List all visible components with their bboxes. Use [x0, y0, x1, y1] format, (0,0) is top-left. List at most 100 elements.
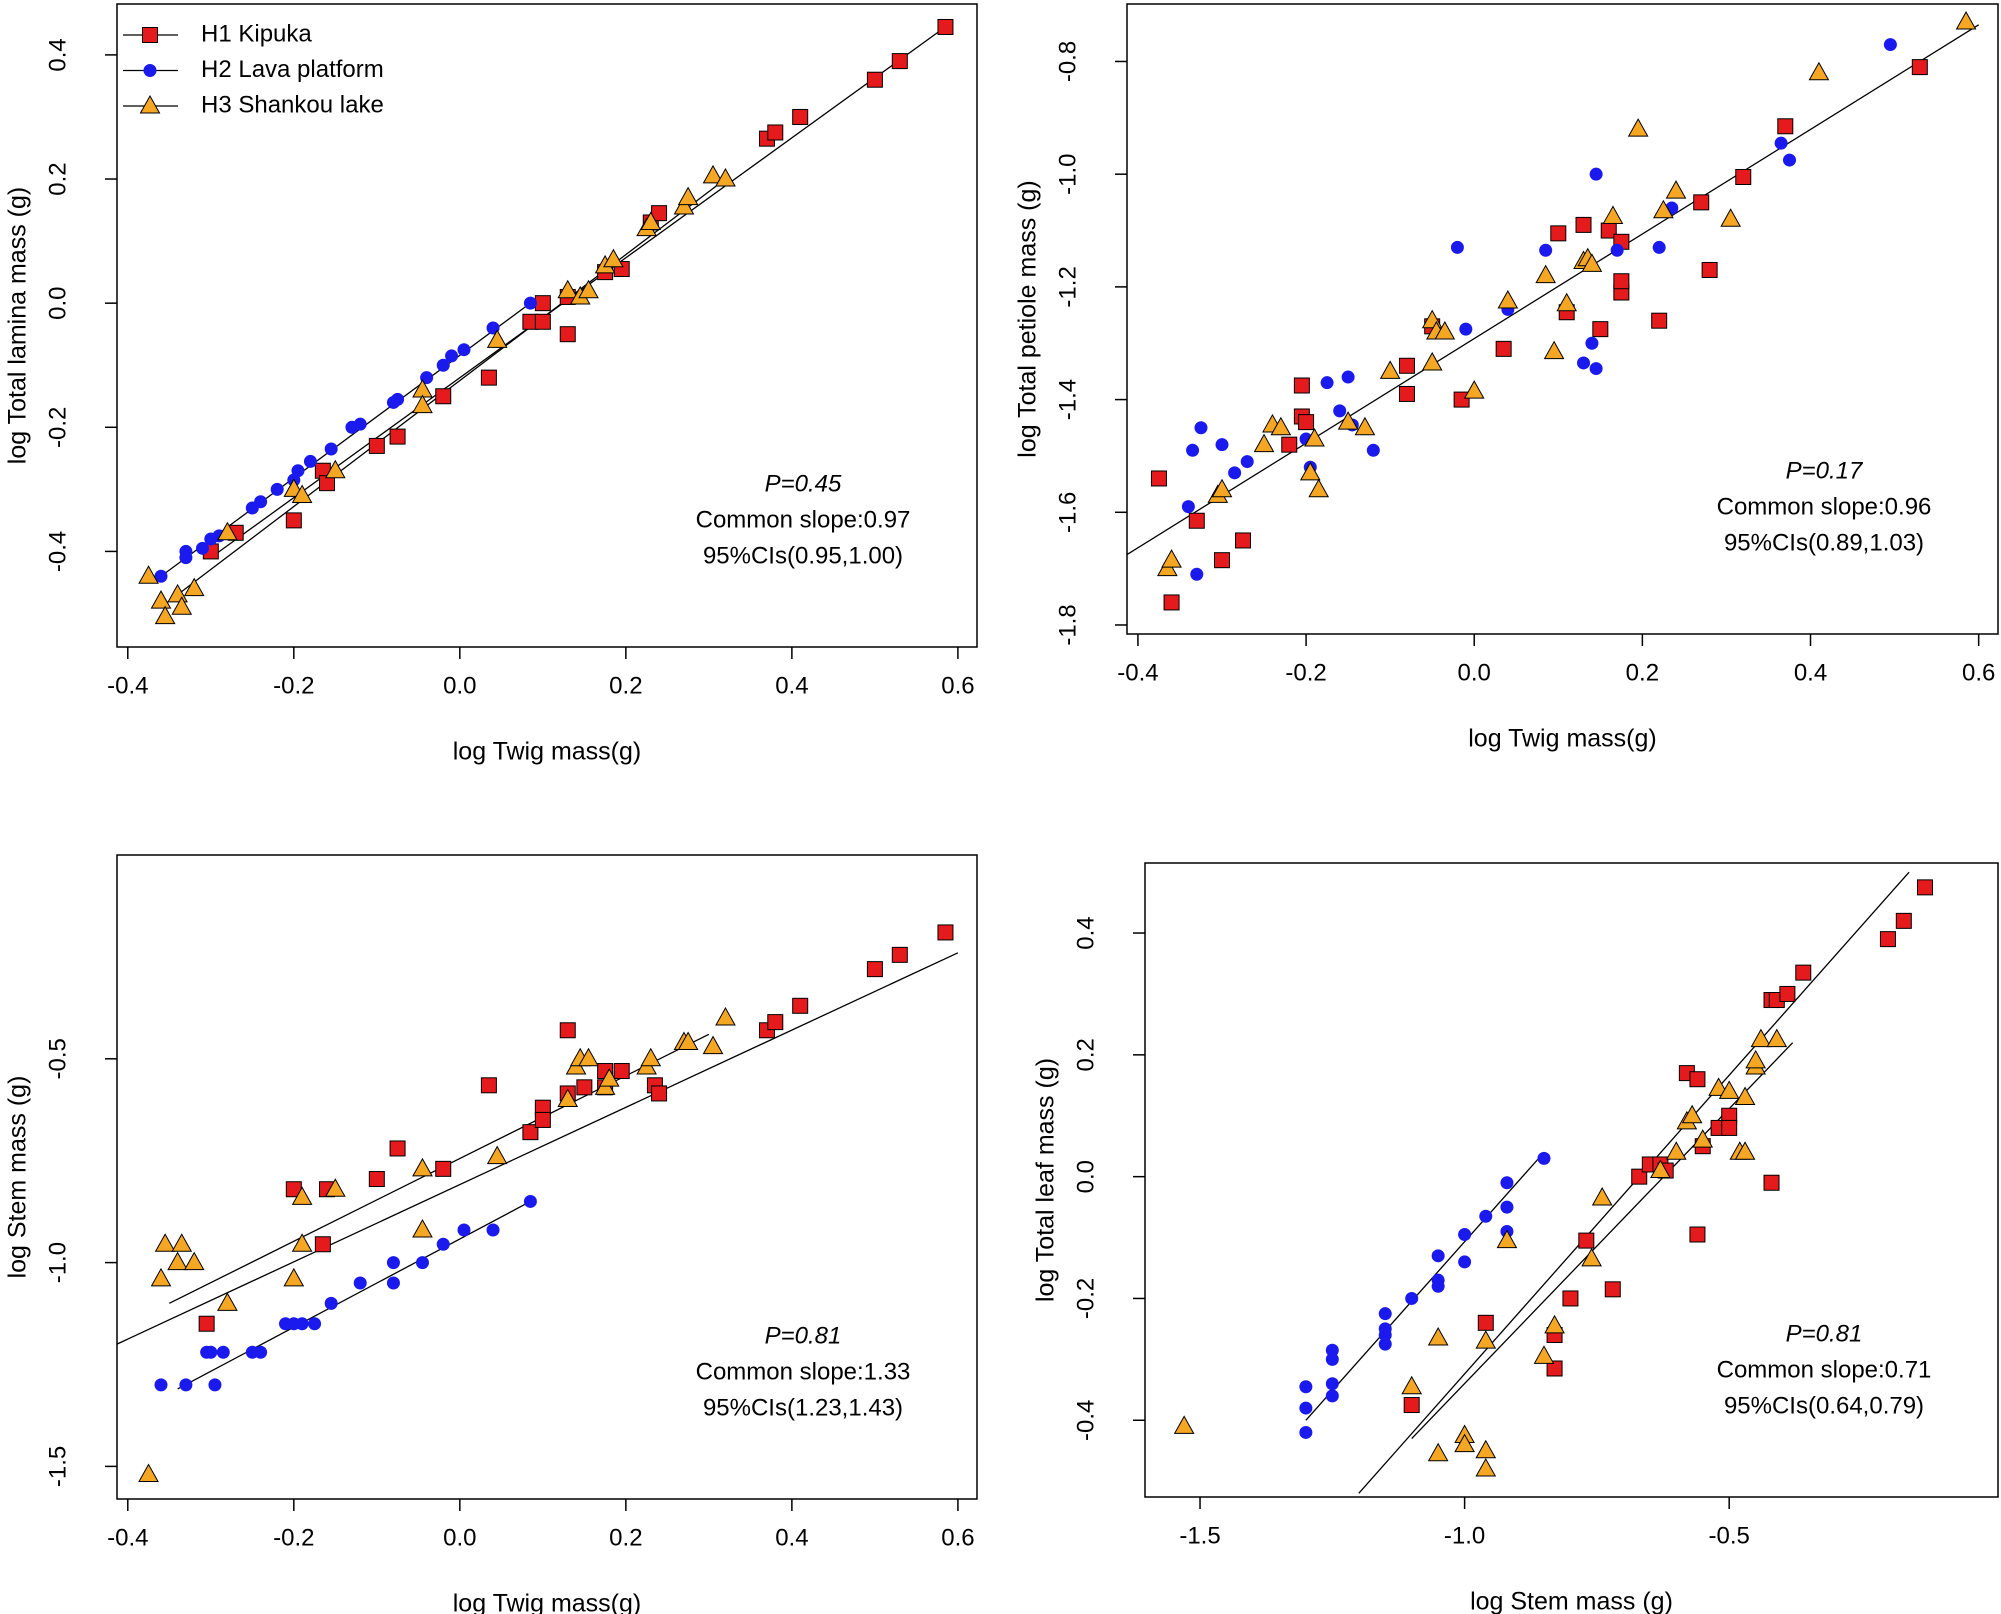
triangle-marker [1665, 180, 1687, 199]
square-marker [891, 53, 908, 70]
triangle-marker [1379, 360, 1401, 379]
circle-marker [436, 358, 450, 372]
triangle-marker [1544, 1314, 1565, 1334]
triangle-marker [1720, 208, 1741, 227]
legend-label: H2 Lava platform [201, 56, 384, 83]
square-marker [1777, 118, 1794, 135]
triangle-marker [150, 1267, 172, 1287]
fit-line [1126, 24, 1980, 556]
triangle-marker [603, 248, 624, 268]
triangle-marker [139, 94, 161, 114]
circle-marker [445, 349, 459, 363]
circle-marker [324, 442, 338, 456]
circle-marker [1299, 1401, 1313, 1415]
y-tick-label: 0.0 [44, 286, 71, 319]
circle-marker [457, 343, 471, 357]
circle-marker [291, 464, 305, 478]
circle-marker [1194, 421, 1208, 435]
triangle-marker [217, 1292, 238, 1311]
x-tick-label: 0.2 [1626, 659, 1659, 686]
triangle-marker [1454, 1433, 1475, 1453]
y-tick-label: -1.0 [44, 1242, 71, 1283]
x-tick-label: 0.4 [775, 672, 808, 699]
square-marker [1235, 532, 1252, 549]
circle-marker [1652, 240, 1666, 254]
circle-marker [1378, 1307, 1392, 1321]
triangle-marker [702, 164, 724, 184]
triangle-marker [1475, 1439, 1497, 1459]
triangle-marker [1718, 1080, 1740, 1099]
triangle-marker [1497, 289, 1519, 309]
x-tick-label: -0.2 [273, 1524, 314, 1551]
square-marker [937, 924, 954, 941]
square-marker [1763, 1174, 1780, 1191]
circle-marker [1459, 322, 1473, 336]
square-marker [314, 1236, 331, 1253]
square-marker [1631, 1168, 1648, 1185]
square-marker [1163, 594, 1180, 611]
square-marker [480, 369, 497, 386]
triangle-marker [486, 329, 508, 348]
annotation: 95%CIs(0.89,1.03) [1724, 529, 1924, 556]
triangle-marker [1808, 61, 1830, 81]
x-tick-label: -0.4 [1117, 659, 1158, 686]
y-axis-label: log Total lamina mass (g) [4, 187, 32, 464]
square-marker [1398, 357, 1415, 374]
square-marker [1689, 1226, 1706, 1243]
circle-marker [1366, 443, 1380, 457]
x-tick-label: 0.2 [609, 1524, 642, 1551]
triangle-marker [1304, 428, 1325, 447]
triangle-marker [557, 1088, 579, 1108]
circle-marker [1320, 376, 1334, 390]
triangle-marker [291, 1186, 313, 1205]
square-marker [1592, 321, 1609, 338]
triangle-marker [1750, 1028, 1772, 1048]
plot-frame [116, 854, 978, 1500]
triangle-marker [412, 1157, 433, 1177]
triangle-marker [1421, 351, 1443, 371]
triangle-marker [1766, 1028, 1788, 1048]
circle-marker [1240, 455, 1254, 469]
y-tick-label: -0.8 [1054, 41, 1081, 82]
triangle-marker [1211, 478, 1233, 498]
circle-marker [143, 64, 157, 77]
triangle-marker [715, 168, 736, 187]
triangle-marker [1173, 1415, 1195, 1434]
square-marker [522, 1124, 539, 1141]
circle-marker [1458, 1255, 1472, 1269]
triangle-marker [1734, 1141, 1756, 1160]
square-marker [1895, 912, 1912, 929]
triangle-marker [1665, 1141, 1687, 1160]
x-tick-label: 0.6 [941, 672, 974, 699]
circle-marker [1458, 1228, 1472, 1242]
x-tick-label: 0.4 [775, 1524, 808, 1551]
triangle-marker [1354, 416, 1376, 436]
square-marker [792, 108, 809, 125]
triangle-marker [1496, 1229, 1518, 1249]
annotation: 95%CIs(1.23,1.43) [703, 1394, 903, 1421]
circle-marker [436, 1237, 450, 1251]
circle-marker [391, 392, 405, 406]
circle-marker [303, 454, 317, 468]
square-marker [1546, 1360, 1563, 1377]
square-marker [534, 1111, 551, 1128]
circle-marker [1333, 404, 1347, 418]
circle-marker [1585, 336, 1599, 350]
triangle-marker [578, 1047, 599, 1067]
circle-marker [1299, 1380, 1313, 1394]
square-marker [1477, 1314, 1494, 1331]
triangle-marker [171, 596, 193, 615]
y-axis-label: log Total leaf mass (g) [1032, 1058, 1060, 1302]
square-marker [1293, 377, 1310, 394]
annotation: P=0.81 [1786, 1320, 1863, 1347]
square-marker [1879, 931, 1896, 948]
circle-marker [1479, 1209, 1493, 1223]
x-axis-label: log Twig mass(g) [453, 738, 642, 766]
x-tick-label: 0.2 [609, 672, 642, 699]
y-tick-label: -1.2 [1054, 266, 1081, 307]
annotation: Common slope:0.97 [696, 506, 911, 533]
triangle-marker [167, 1251, 188, 1271]
circle-marker [1325, 1352, 1339, 1366]
square-marker [767, 1014, 784, 1031]
triangle-marker [138, 1463, 159, 1483]
